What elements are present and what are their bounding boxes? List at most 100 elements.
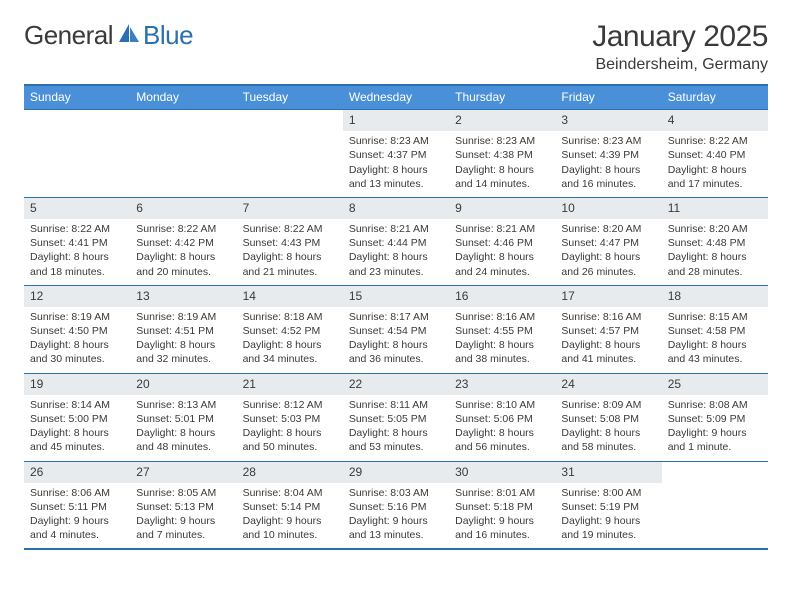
daylight-line: Daylight: 8 hours and 18 minutes. — [30, 250, 124, 278]
sunrise-line: Sunrise: 8:22 AM — [30, 222, 124, 236]
day-number: 18 — [662, 286, 768, 307]
day-cell: 20Sunrise: 8:13 AMSunset: 5:01 PMDayligh… — [130, 374, 236, 461]
sunset-line: Sunset: 4:42 PM — [136, 236, 230, 250]
daylight-line: Daylight: 8 hours and 32 minutes. — [136, 338, 230, 366]
sunrise-line: Sunrise: 8:23 AM — [455, 134, 549, 148]
day-cell: 12Sunrise: 8:19 AMSunset: 4:50 PMDayligh… — [24, 286, 130, 373]
sunrise-line: Sunrise: 8:19 AM — [30, 310, 124, 324]
daylight-line: Daylight: 8 hours and 53 minutes. — [349, 426, 443, 454]
daylight-line: Daylight: 9 hours and 19 minutes. — [561, 514, 655, 542]
day-cell: 3Sunrise: 8:23 AMSunset: 4:39 PMDaylight… — [555, 110, 661, 197]
sunset-line: Sunset: 5:03 PM — [243, 412, 337, 426]
day-cell: 29Sunrise: 8:03 AMSunset: 5:16 PMDayligh… — [343, 462, 449, 549]
day-cell: 7Sunrise: 8:22 AMSunset: 4:43 PMDaylight… — [237, 198, 343, 285]
dow-sunday: Sunday — [24, 86, 130, 109]
dow-thursday: Thursday — [449, 86, 555, 109]
sunset-line: Sunset: 5:13 PM — [136, 500, 230, 514]
dow-monday: Monday — [130, 86, 236, 109]
sunset-line: Sunset: 4:57 PM — [561, 324, 655, 338]
week-row: 5Sunrise: 8:22 AMSunset: 4:41 PMDaylight… — [24, 197, 768, 285]
sunrise-line: Sunrise: 8:16 AM — [561, 310, 655, 324]
daylight-line: Daylight: 9 hours and 7 minutes. — [136, 514, 230, 542]
day-number: 2 — [449, 110, 555, 131]
sail-icon — [117, 22, 141, 44]
sunset-line: Sunset: 4:54 PM — [349, 324, 443, 338]
dow-header-row: Sunday Monday Tuesday Wednesday Thursday… — [24, 86, 768, 109]
sunrise-line: Sunrise: 8:21 AM — [349, 222, 443, 236]
day-body: Sunrise: 8:20 AMSunset: 4:47 PMDaylight:… — [555, 219, 661, 285]
day-number: 13 — [130, 286, 236, 307]
day-body: Sunrise: 8:08 AMSunset: 5:09 PMDaylight:… — [662, 395, 768, 461]
day-number: 11 — [662, 198, 768, 219]
day-number: 8 — [343, 198, 449, 219]
sunrise-line: Sunrise: 8:01 AM — [455, 486, 549, 500]
day-body: Sunrise: 8:16 AMSunset: 4:55 PMDaylight:… — [449, 307, 555, 373]
week-row: 1Sunrise: 8:23 AMSunset: 4:37 PMDaylight… — [24, 109, 768, 197]
dow-friday: Friday — [555, 86, 661, 109]
sunset-line: Sunset: 4:51 PM — [136, 324, 230, 338]
day-body: Sunrise: 8:22 AMSunset: 4:43 PMDaylight:… — [237, 219, 343, 285]
day-number: 1 — [343, 110, 449, 131]
day-cell: 31Sunrise: 8:00 AMSunset: 5:19 PMDayligh… — [555, 462, 661, 549]
sunset-line: Sunset: 4:43 PM — [243, 236, 337, 250]
daylight-line: Daylight: 8 hours and 24 minutes. — [455, 250, 549, 278]
calendar-grid: Sunday Monday Tuesday Wednesday Thursday… — [24, 84, 768, 550]
sunset-line: Sunset: 4:40 PM — [668, 148, 762, 162]
sunset-line: Sunset: 4:58 PM — [668, 324, 762, 338]
day-body: Sunrise: 8:16 AMSunset: 4:57 PMDaylight:… — [555, 307, 661, 373]
sunset-line: Sunset: 4:38 PM — [455, 148, 549, 162]
sunrise-line: Sunrise: 8:22 AM — [136, 222, 230, 236]
sunset-line: Sunset: 5:05 PM — [349, 412, 443, 426]
daylight-line: Daylight: 8 hours and 34 minutes. — [243, 338, 337, 366]
daylight-line: Daylight: 9 hours and 13 minutes. — [349, 514, 443, 542]
day-number: 27 — [130, 462, 236, 483]
daylight-line: Daylight: 8 hours and 56 minutes. — [455, 426, 549, 454]
day-number: 26 — [24, 462, 130, 483]
sunset-line: Sunset: 4:55 PM — [455, 324, 549, 338]
day-body: Sunrise: 8:19 AMSunset: 4:51 PMDaylight:… — [130, 307, 236, 373]
sunset-line: Sunset: 4:39 PM — [561, 148, 655, 162]
day-number: 7 — [237, 198, 343, 219]
daylight-line: Daylight: 8 hours and 20 minutes. — [136, 250, 230, 278]
day-cell: 15Sunrise: 8:17 AMSunset: 4:54 PMDayligh… — [343, 286, 449, 373]
day-cell: 14Sunrise: 8:18 AMSunset: 4:52 PMDayligh… — [237, 286, 343, 373]
sunset-line: Sunset: 5:18 PM — [455, 500, 549, 514]
daylight-line: Daylight: 9 hours and 10 minutes. — [243, 514, 337, 542]
day-body: Sunrise: 8:22 AMSunset: 4:40 PMDaylight:… — [662, 131, 768, 197]
day-cell: 16Sunrise: 8:16 AMSunset: 4:55 PMDayligh… — [449, 286, 555, 373]
sunrise-line: Sunrise: 8:14 AM — [30, 398, 124, 412]
day-cell: 4Sunrise: 8:22 AMSunset: 4:40 PMDaylight… — [662, 110, 768, 197]
day-number: 21 — [237, 374, 343, 395]
daylight-line: Daylight: 8 hours and 30 minutes. — [30, 338, 124, 366]
day-number: 23 — [449, 374, 555, 395]
day-number: 4 — [662, 110, 768, 131]
sunset-line: Sunset: 5:08 PM — [561, 412, 655, 426]
sunrise-line: Sunrise: 8:16 AM — [455, 310, 549, 324]
day-body: Sunrise: 8:14 AMSunset: 5:00 PMDaylight:… — [24, 395, 130, 461]
day-number: 22 — [343, 374, 449, 395]
day-number: 10 — [555, 198, 661, 219]
day-cell: 19Sunrise: 8:14 AMSunset: 5:00 PMDayligh… — [24, 374, 130, 461]
sunrise-line: Sunrise: 8:18 AM — [243, 310, 337, 324]
day-number: 31 — [555, 462, 661, 483]
daylight-line: Daylight: 8 hours and 14 minutes. — [455, 163, 549, 191]
daylight-line: Daylight: 8 hours and 26 minutes. — [561, 250, 655, 278]
sunrise-line: Sunrise: 8:15 AM — [668, 310, 762, 324]
day-cell: 2 Sunrise: 8:23 AMSunset: 4:38 PMDaylight… — [449, 110, 555, 197]
day-body: Sunrise: 8:21 AMSunset: 4:46 PMDaylight:… — [449, 219, 555, 285]
day-cell — [662, 462, 768, 549]
day-number: 25 — [662, 374, 768, 395]
header: General Blue January 2025 Beindersheim, … — [24, 20, 768, 74]
day-body: Sunrise: 8:18 AMSunset: 4:52 PMDaylight:… — [237, 307, 343, 373]
day-number: 19 — [24, 374, 130, 395]
day-cell: 24Sunrise: 8:09 AMSunset: 5:08 PMDayligh… — [555, 374, 661, 461]
day-body: Sunrise: 8:01 AMSunset: 5:18 PMDaylight:… — [449, 483, 555, 549]
sunrise-line: Sunrise: 8:05 AM — [136, 486, 230, 500]
sunrise-line: Sunrise: 8:04 AM — [243, 486, 337, 500]
sunrise-line: Sunrise: 8:09 AM — [561, 398, 655, 412]
day-cell: 17Sunrise: 8:16 AMSunset: 4:57 PMDayligh… — [555, 286, 661, 373]
sunset-line: Sunset: 5:11 PM — [30, 500, 124, 514]
sunrise-line: Sunrise: 8:23 AM — [349, 134, 443, 148]
day-body: Sunrise: 8:06 AMSunset: 5:11 PMDaylight:… — [24, 483, 130, 549]
day-body: Sunrise: 8:09 AMSunset: 5:08 PMDaylight:… — [555, 395, 661, 461]
